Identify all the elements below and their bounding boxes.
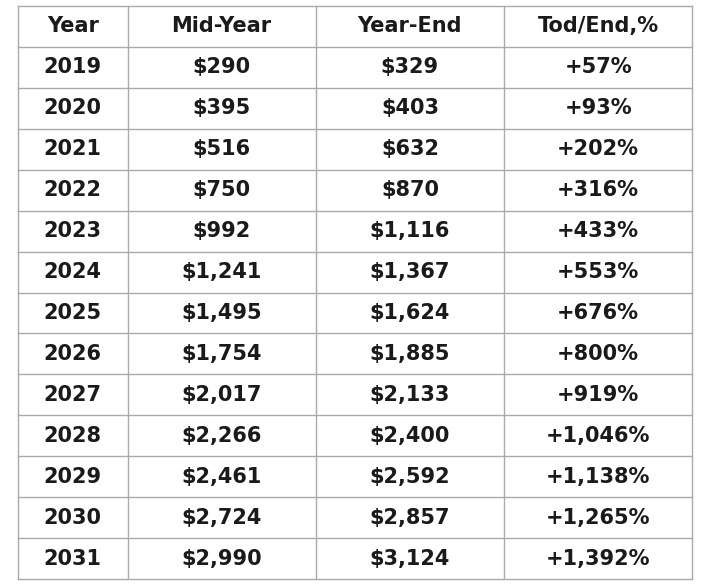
Text: Year-End: Year-End [358, 16, 462, 36]
Text: 2025: 2025 [43, 303, 102, 323]
Text: $2,724: $2,724 [182, 508, 262, 528]
Text: $329: $329 [381, 57, 439, 77]
Text: $2,592: $2,592 [370, 467, 450, 487]
Text: 2020: 2020 [43, 98, 102, 118]
Text: $632: $632 [381, 139, 439, 159]
Text: $2,266: $2,266 [182, 426, 262, 446]
Text: +57%: +57% [564, 57, 632, 77]
Text: $2,400: $2,400 [370, 426, 450, 446]
Text: $2,133: $2,133 [370, 385, 450, 405]
Text: Year: Year [47, 16, 99, 36]
Text: $290: $290 [192, 57, 251, 77]
Text: 2019: 2019 [43, 57, 102, 77]
Text: +93%: +93% [564, 98, 632, 118]
Text: 2024: 2024 [43, 262, 102, 282]
Text: +1,265%: +1,265% [546, 508, 650, 528]
Text: $1,754: $1,754 [182, 344, 262, 364]
Text: $1,495: $1,495 [181, 303, 262, 323]
Text: +1,392%: +1,392% [546, 549, 650, 569]
Text: 2029: 2029 [43, 467, 102, 487]
Text: 2027: 2027 [43, 385, 102, 405]
Text: $2,461: $2,461 [182, 467, 262, 487]
Text: +553%: +553% [557, 262, 639, 282]
Text: $1,116: $1,116 [370, 221, 450, 241]
Text: $403: $403 [381, 98, 439, 118]
Text: +1,046%: +1,046% [546, 426, 650, 446]
Text: 2030: 2030 [43, 508, 102, 528]
Text: 2028: 2028 [43, 426, 102, 446]
Text: $1,241: $1,241 [182, 262, 262, 282]
Text: $2,857: $2,857 [370, 508, 450, 528]
Text: $516: $516 [192, 139, 251, 159]
Text: $870: $870 [381, 180, 439, 200]
Text: $1,624: $1,624 [370, 303, 450, 323]
Text: +676%: +676% [557, 303, 639, 323]
Text: $3,124: $3,124 [370, 549, 450, 569]
Text: $2,990: $2,990 [181, 549, 262, 569]
Text: $395: $395 [192, 98, 251, 118]
Text: $1,367: $1,367 [370, 262, 450, 282]
Text: 2023: 2023 [43, 221, 102, 241]
Text: +800%: +800% [557, 344, 639, 364]
Text: Tod/End,%: Tod/End,% [537, 16, 659, 36]
Text: $992: $992 [192, 221, 251, 241]
Text: Mid-Year: Mid-Year [172, 16, 272, 36]
Text: 2022: 2022 [43, 180, 102, 200]
Text: +433%: +433% [557, 221, 639, 241]
Text: $750: $750 [192, 180, 251, 200]
Text: 2031: 2031 [43, 549, 102, 569]
Text: 2026: 2026 [43, 344, 102, 364]
Text: +1,138%: +1,138% [546, 467, 650, 487]
Text: $1,885: $1,885 [370, 344, 450, 364]
Text: +202%: +202% [557, 139, 639, 159]
Text: +316%: +316% [557, 180, 639, 200]
Text: +919%: +919% [557, 385, 639, 405]
Text: 2021: 2021 [43, 139, 102, 159]
Text: $2,017: $2,017 [182, 385, 262, 405]
